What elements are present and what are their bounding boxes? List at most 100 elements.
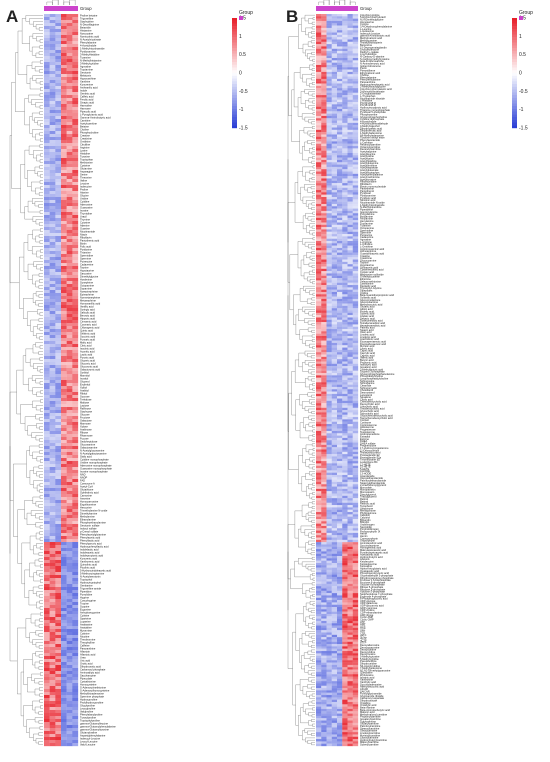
heatmap-cell — [347, 715, 353, 719]
heatmap-cell — [321, 620, 327, 624]
heatmap-cell — [352, 220, 359, 223]
heatmap-cell — [72, 704, 79, 708]
row-label: 5-Hydroxymethyluracil — [360, 15, 386, 19]
heatmap-cell — [72, 170, 79, 174]
heatmap-cell — [326, 113, 332, 117]
heatmap-cell — [66, 569, 73, 573]
heatmap-cell — [326, 597, 332, 601]
heatmap-cell — [72, 254, 79, 258]
heatmap-cell — [342, 157, 348, 161]
heatmap-cell — [326, 630, 332, 633]
heatmap-cell — [44, 98, 50, 102]
heatmap-cell — [321, 465, 327, 469]
heatmap-cell — [342, 289, 348, 293]
heatmap-cell — [347, 553, 353, 557]
heatmap-cell — [347, 361, 353, 364]
dendrogram-branch — [29, 445, 40, 456]
heatmap-cell — [326, 18, 332, 22]
heatmap-cell — [347, 711, 353, 714]
heatmap-cell — [337, 122, 343, 126]
heatmap-cell — [352, 375, 359, 378]
heatmap-cell — [326, 190, 332, 193]
heatmap-cell — [44, 152, 50, 156]
heatmap-cell — [55, 71, 62, 75]
heatmap-cell — [326, 380, 332, 383]
heatmap-cell — [347, 648, 353, 652]
dendrogram-branch — [39, 474, 43, 478]
heatmap-cell — [326, 470, 332, 473]
dendrogram-branch — [311, 330, 315, 333]
heatmap-cell — [44, 278, 50, 282]
heatmap-cell — [66, 476, 73, 480]
heatmap-cell — [352, 722, 359, 726]
heatmap-cell — [331, 458, 338, 462]
heatmap-cell — [316, 206, 322, 209]
heatmap-cell — [49, 344, 56, 348]
heatmap-cell — [352, 210, 359, 214]
row-label: Methylmalonyl carnitine — [360, 712, 388, 716]
heatmap-cell — [316, 581, 322, 584]
heatmap-cell — [55, 503, 62, 507]
heatmap-cell — [337, 660, 343, 663]
heatmap-cell — [49, 56, 56, 60]
heatmap-cell — [72, 332, 79, 336]
heatmap-cell — [347, 539, 353, 543]
heatmap-cell — [321, 41, 327, 45]
heatmap-cell — [337, 678, 343, 682]
heatmap-cell — [342, 386, 348, 390]
heatmap-cell — [342, 234, 348, 237]
heatmap-cell — [55, 50, 62, 54]
heatmap-cell — [72, 530, 79, 534]
heatmap-cell — [331, 201, 338, 205]
heatmap-cell — [347, 593, 353, 596]
heatmap-cell — [316, 208, 322, 212]
heatmap-cell — [61, 191, 67, 195]
row-label: Cystine — [360, 22, 369, 26]
heatmap-cell — [44, 224, 50, 228]
heatmap-cell — [337, 173, 343, 177]
heatmap-cell — [347, 583, 353, 587]
heatmap-cell — [321, 725, 327, 728]
row-label: Anhydroecgonine — [80, 610, 101, 614]
heatmap-cell — [347, 150, 353, 154]
heatmap-cell — [72, 158, 79, 162]
heatmap-cell — [347, 627, 353, 631]
heatmap-cell — [61, 536, 67, 540]
heatmap-cell — [326, 106, 332, 110]
heatmap-cell — [326, 542, 332, 545]
heatmap-cell — [331, 616, 338, 619]
heatmap-cell — [347, 713, 353, 717]
heatmap-cell — [337, 23, 343, 26]
heatmap-cell — [342, 718, 348, 721]
heatmap-cell — [55, 551, 62, 555]
heatmap-cell — [55, 623, 62, 627]
heatmap-cell — [72, 275, 79, 279]
heatmap-cell — [44, 95, 50, 99]
dendrogram-branch — [39, 531, 43, 535]
heatmap-cell — [331, 488, 338, 492]
row-label: Deoxyinosine — [360, 652, 376, 656]
heatmap-cell — [55, 86, 62, 90]
heatmap-cell — [321, 102, 327, 105]
heatmap-cell — [44, 368, 50, 372]
heatmap-cell — [49, 638, 56, 642]
heatmap-cell — [44, 536, 50, 540]
heatmap-cell — [331, 542, 338, 545]
heatmap-cell — [44, 566, 50, 570]
row-label: Malonic acid — [360, 710, 375, 714]
heatmap-cell — [316, 525, 322, 529]
heatmap-cell — [342, 739, 348, 742]
dendrogram-branch — [31, 61, 41, 69]
heatmap-cell — [321, 113, 327, 117]
heatmap-cell — [49, 431, 56, 435]
heatmap-cell — [72, 98, 79, 102]
heatmap-cell — [326, 243, 332, 246]
heatmap-cell — [352, 55, 359, 59]
heatmap-cell — [72, 47, 79, 51]
heatmap-cell — [61, 503, 67, 507]
heatmap-cell — [316, 127, 322, 130]
heatmap-cell — [326, 412, 332, 415]
heatmap-cell — [66, 95, 73, 99]
heatmap-cell — [321, 236, 327, 239]
